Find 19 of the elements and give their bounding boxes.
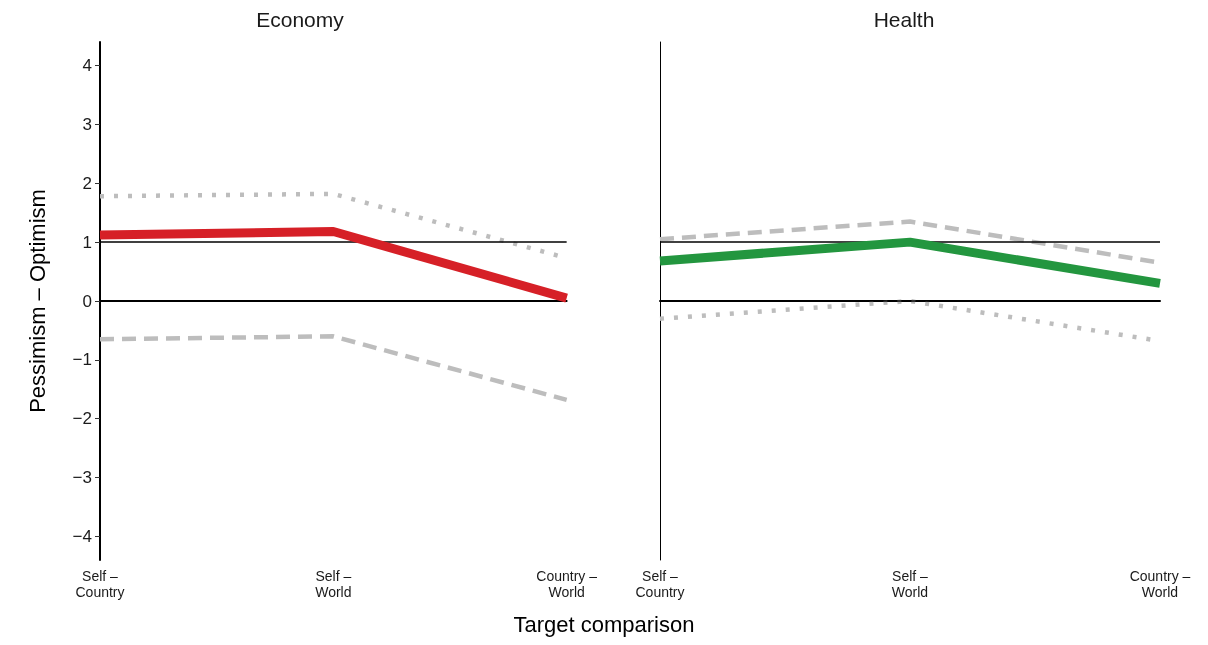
y-tick-label: 1 bbox=[82, 232, 92, 252]
x-tick-label: Self – Country bbox=[635, 568, 685, 600]
y-tick-label: −3 bbox=[72, 468, 92, 488]
y-tick-label: 0 bbox=[82, 291, 92, 311]
y-tick-label: 4 bbox=[82, 56, 92, 76]
x-tick-label: Country – World bbox=[1129, 568, 1191, 600]
y-tick-label: −1 bbox=[72, 350, 92, 370]
chart-title: Health bbox=[873, 8, 935, 31]
y-tick-label: −2 bbox=[72, 409, 92, 429]
x-tick-label: Self – World bbox=[315, 568, 352, 600]
y-tick-label: −4 bbox=[72, 526, 92, 546]
x-axis-title: Target comparison bbox=[512, 612, 696, 638]
chart-title: Economy bbox=[256, 8, 345, 31]
x-tick-label: Self – World bbox=[891, 568, 929, 600]
x-tick-label: Country – World bbox=[536, 568, 598, 600]
x-tick-label: Self – Country bbox=[75, 568, 125, 600]
y-tick-label: 3 bbox=[82, 114, 92, 134]
y-tick-label: 2 bbox=[82, 173, 92, 193]
y-axis-title: Pessimism – Optimism bbox=[24, 189, 50, 413]
